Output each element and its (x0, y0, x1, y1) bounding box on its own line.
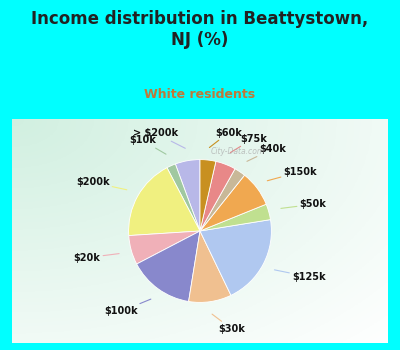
Text: $125k: $125k (274, 270, 326, 282)
Text: $150k: $150k (267, 167, 317, 181)
Text: $20k: $20k (74, 253, 119, 263)
Wedge shape (129, 168, 200, 236)
Wedge shape (200, 175, 266, 231)
Text: $75k: $75k (230, 134, 267, 153)
Text: $30k: $30k (212, 314, 245, 334)
Wedge shape (200, 160, 216, 231)
Text: > $200k: > $200k (133, 128, 185, 148)
Wedge shape (189, 231, 231, 302)
Wedge shape (167, 164, 200, 231)
Text: $60k: $60k (210, 127, 242, 148)
Wedge shape (200, 161, 235, 231)
Text: $50k: $50k (281, 199, 326, 209)
Text: $100k: $100k (104, 299, 151, 316)
Text: $10k: $10k (129, 135, 166, 154)
Text: White residents: White residents (144, 88, 256, 100)
Wedge shape (200, 169, 244, 231)
Text: Income distribution in Beattystown,
NJ (%): Income distribution in Beattystown, NJ (… (31, 10, 369, 49)
Text: City-Data.com: City-Data.com (211, 147, 265, 156)
Wedge shape (129, 231, 200, 264)
Wedge shape (200, 204, 270, 231)
Wedge shape (200, 219, 271, 295)
Wedge shape (137, 231, 200, 301)
Text: $40k: $40k (247, 144, 286, 161)
Wedge shape (175, 160, 200, 231)
Text: $200k: $200k (76, 177, 127, 190)
